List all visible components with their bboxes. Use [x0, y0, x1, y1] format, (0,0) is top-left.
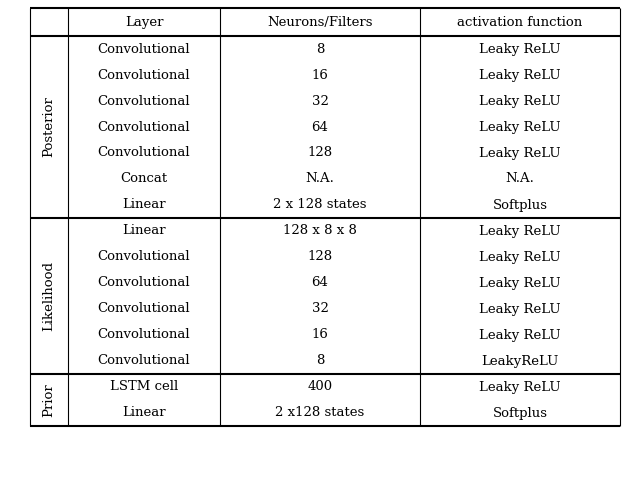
Text: N.A.: N.A.: [305, 172, 335, 185]
Text: Leaky ReLU: Leaky ReLU: [479, 250, 561, 264]
Text: Leaky ReLU: Leaky ReLU: [479, 95, 561, 108]
Text: 64: 64: [312, 277, 328, 290]
Text: Convolutional: Convolutional: [98, 146, 190, 159]
Text: Softplus: Softplus: [493, 198, 547, 211]
Text: 2 x128 states: 2 x128 states: [275, 406, 365, 419]
Text: 8: 8: [316, 355, 324, 368]
Text: 128: 128: [307, 146, 333, 159]
Text: Neurons/Filters: Neurons/Filters: [268, 16, 372, 29]
Text: Leaky ReLU: Leaky ReLU: [479, 380, 561, 393]
Text: 128 x 8 x 8: 128 x 8 x 8: [283, 224, 357, 237]
Text: Convolutional: Convolutional: [98, 329, 190, 342]
Text: 128: 128: [307, 250, 333, 264]
Text: 8: 8: [316, 43, 324, 56]
Text: Linear: Linear: [122, 198, 166, 211]
Text: Concat: Concat: [120, 172, 168, 185]
Text: Convolutional: Convolutional: [98, 355, 190, 368]
Text: N.A.: N.A.: [506, 172, 534, 185]
Text: Leaky ReLU: Leaky ReLU: [479, 69, 561, 82]
Text: 2 x 128 states: 2 x 128 states: [273, 198, 367, 211]
Text: Convolutional: Convolutional: [98, 95, 190, 108]
Text: Convolutional: Convolutional: [98, 121, 190, 133]
Text: Convolutional: Convolutional: [98, 69, 190, 82]
Text: Leaky ReLU: Leaky ReLU: [479, 277, 561, 290]
Text: Posterior: Posterior: [42, 97, 56, 157]
Text: Leaky ReLU: Leaky ReLU: [479, 43, 561, 56]
Text: Convolutional: Convolutional: [98, 277, 190, 290]
Text: Prior: Prior: [42, 383, 56, 417]
Text: LeakyReLU: LeakyReLU: [481, 355, 559, 368]
Text: LSTM cell: LSTM cell: [110, 380, 178, 393]
Text: Likelihood: Likelihood: [42, 261, 56, 331]
Text: Leaky ReLU: Leaky ReLU: [479, 146, 561, 159]
Text: 400: 400: [307, 380, 333, 393]
Text: 64: 64: [312, 121, 328, 133]
Text: Leaky ReLU: Leaky ReLU: [479, 329, 561, 342]
Text: activation function: activation function: [458, 16, 582, 29]
Text: 16: 16: [312, 329, 328, 342]
Text: Convolutional: Convolutional: [98, 250, 190, 264]
Text: 32: 32: [312, 95, 328, 108]
Text: Convolutional: Convolutional: [98, 303, 190, 316]
Text: 16: 16: [312, 69, 328, 82]
Text: Layer: Layer: [125, 16, 163, 29]
Text: Leaky ReLU: Leaky ReLU: [479, 121, 561, 133]
Text: Linear: Linear: [122, 224, 166, 237]
Text: Linear: Linear: [122, 406, 166, 419]
Text: 32: 32: [312, 303, 328, 316]
Text: Convolutional: Convolutional: [98, 43, 190, 56]
Text: Leaky ReLU: Leaky ReLU: [479, 303, 561, 316]
Text: Leaky ReLU: Leaky ReLU: [479, 224, 561, 237]
Text: Softplus: Softplus: [493, 406, 547, 419]
